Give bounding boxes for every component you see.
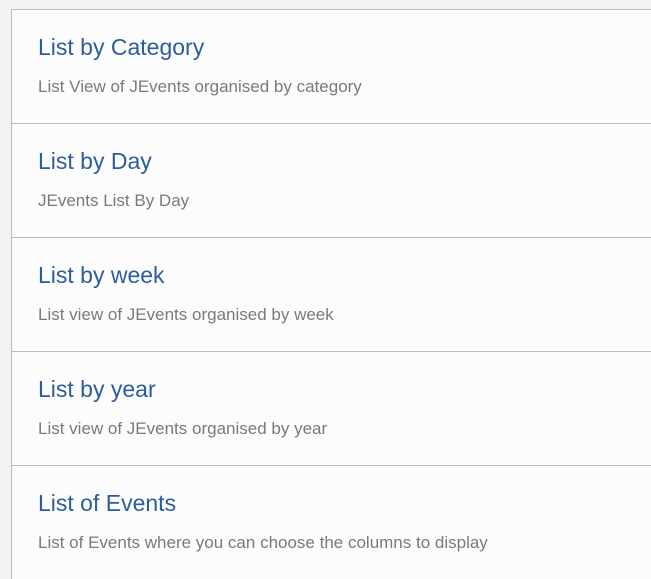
item-description: List view of JEvents organised by week: [38, 305, 334, 324]
item-title-link[interactable]: List by year: [38, 376, 156, 402]
layout-list: List by Category List View of JEvents or…: [11, 9, 651, 579]
list-item-list-of-events[interactable]: List of Events List of Events where you …: [12, 465, 651, 579]
item-title-link[interactable]: List by Category: [38, 34, 205, 60]
item-title-link[interactable]: List of Events: [38, 490, 177, 516]
item-title-link[interactable]: List by Day: [38, 148, 152, 174]
list-item-list-by-category[interactable]: List by Category List View of JEvents or…: [12, 9, 651, 123]
list-item-list-by-week[interactable]: List by week List view of JEvents organi…: [12, 237, 651, 351]
list-item-list-by-day[interactable]: List by Day JEvents List By Day: [12, 123, 651, 237]
item-title-link[interactable]: List by week: [38, 262, 165, 288]
item-description: List of Events where you can choose the …: [38, 533, 488, 552]
item-description: JEvents List By Day: [38, 191, 190, 210]
list-item-list-by-year[interactable]: List by year List view of JEvents organi…: [12, 351, 651, 465]
item-description: List View of JEvents organised by catego…: [38, 77, 362, 96]
item-description: List view of JEvents organised by year: [38, 419, 328, 438]
